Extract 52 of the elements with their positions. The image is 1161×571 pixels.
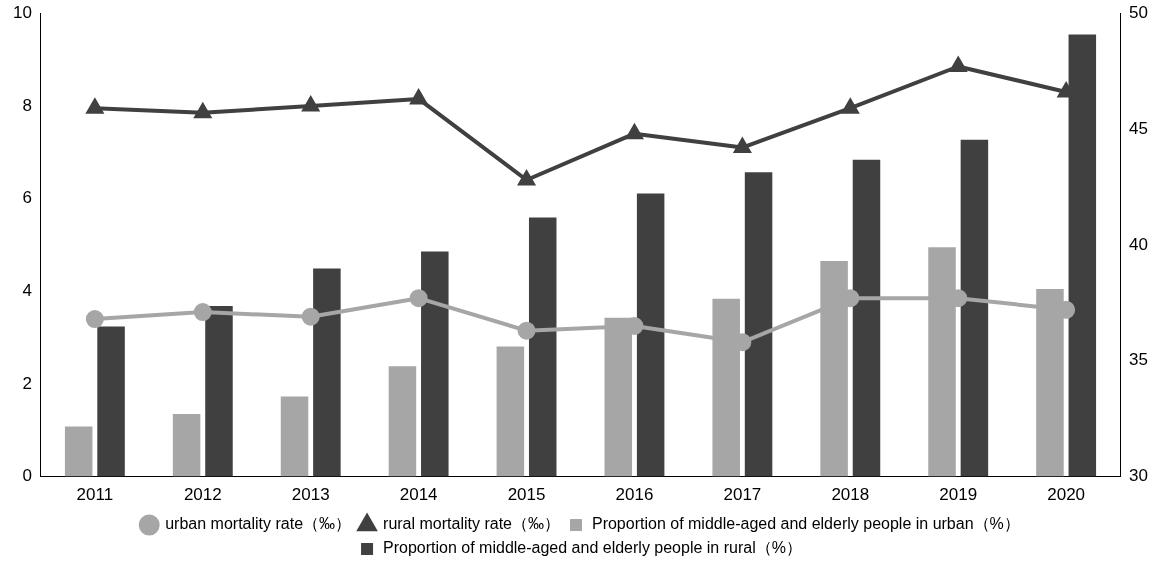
- legend-label: rural mortality rate（‰）: [383, 515, 560, 533]
- bar: [960, 139, 989, 477]
- y-tick-label: 2: [22, 373, 32, 393]
- y2-tick-label: 30: [1129, 466, 1149, 486]
- point: [86, 99, 103, 114]
- bar: [528, 217, 557, 477]
- y2-tick-label: 45: [1129, 118, 1149, 138]
- x-tick-label: 2018: [831, 485, 870, 505]
- x-tick-label: 2013: [291, 485, 330, 505]
- y2-tick-label: 50: [1129, 2, 1149, 22]
- point: [518, 171, 535, 186]
- x-tick-label: 2019: [939, 485, 978, 505]
- point: [517, 321, 536, 340]
- point: [410, 89, 427, 105]
- legend-label: Proportion of middle-aged and elderly people in rural（%）: [383, 539, 802, 557]
- bar: [97, 326, 125, 477]
- bar: [205, 306, 233, 477]
- x-tick-label: 2016: [615, 485, 654, 505]
- y2-tick-label: 35: [1129, 350, 1149, 370]
- x-tick-label: 2017: [723, 485, 762, 505]
- point: [301, 307, 320, 326]
- bar: [636, 193, 665, 477]
- point: [302, 96, 319, 112]
- legend-label: Proportion of middle-aged and elderly people in urban（%）: [591, 515, 1020, 533]
- point: [950, 57, 967, 72]
- point: [85, 310, 104, 329]
- bar: [744, 172, 773, 477]
- bar: [280, 396, 309, 477]
- y-tick-label: 6: [22, 188, 32, 208]
- bar: [388, 366, 417, 477]
- bar: [421, 251, 449, 477]
- x-tick-label: 2014: [399, 485, 438, 505]
- x-tick-label: 2012: [183, 485, 222, 505]
- bar: [64, 426, 93, 477]
- x-tick-label: 2015: [507, 485, 546, 505]
- point: [733, 136, 752, 154]
- y-tick-label: 4: [22, 280, 32, 300]
- point: [842, 99, 859, 114]
- point: [193, 303, 212, 322]
- bar: [496, 346, 525, 477]
- point: [625, 122, 644, 140]
- y-tick-label: 8: [22, 95, 32, 115]
- x-tick-label: 2011: [76, 485, 114, 505]
- x-tick-label: 2020: [1047, 485, 1086, 505]
- y2-tick-label: 40: [1129, 234, 1149, 254]
- y-tick-label: 10: [12, 2, 32, 22]
- bar: [852, 159, 881, 477]
- bar: [172, 414, 201, 477]
- bar: [313, 268, 341, 477]
- point: [409, 289, 428, 308]
- y-tick-label: 0: [22, 466, 32, 486]
- legend-label: urban mortality rate（‰）: [165, 515, 352, 533]
